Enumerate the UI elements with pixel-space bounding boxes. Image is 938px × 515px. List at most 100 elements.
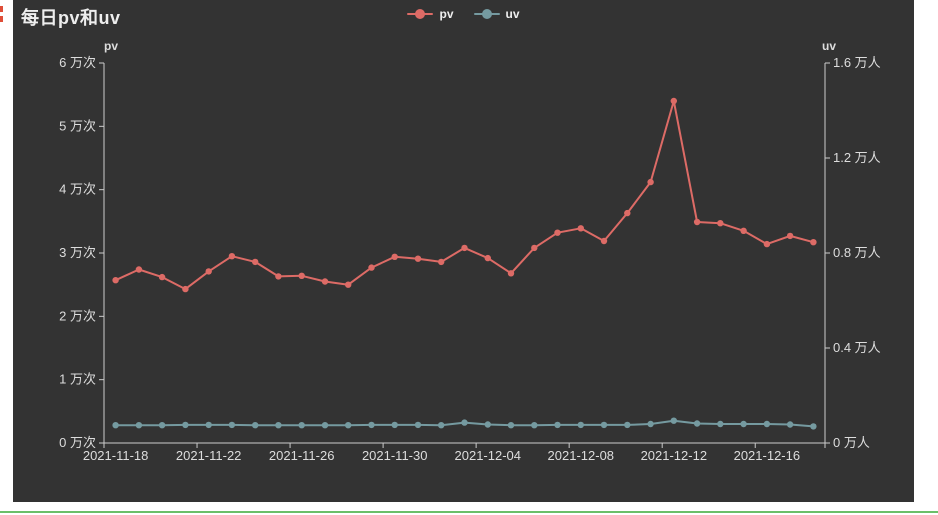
y-axis-right-label: 0.4 万人 [833,340,881,355]
pv-data-point[interactable] [298,272,305,279]
left-edge-accent-marks [0,6,4,26]
pv-data-point[interactable] [647,178,654,186]
y-axis-left-label: 1 万次 [59,372,96,387]
uv-data-point[interactable] [298,422,305,429]
pv-data-point[interactable] [205,268,212,275]
y-axis-right-label: 1.2 万人 [833,150,881,165]
pv-data-point[interactable] [182,285,189,293]
uv-data-point[interactable] [484,421,491,428]
pv-data-point[interactable] [577,225,584,232]
legend-label-uv: uv [505,7,520,21]
uv-data-point[interactable] [414,421,422,429]
uv-data-point[interactable] [717,420,724,428]
y-axis-right-label: 0.8 万人 [833,245,881,260]
pv-data-point[interactable] [810,239,817,246]
pv-data-point[interactable] [554,229,561,236]
uv-data-point[interactable] [368,421,375,429]
uv-data-point[interactable] [182,421,189,429]
uv-data-point[interactable] [531,422,538,429]
uv-data-point[interactable] [624,421,631,429]
accent-mark [0,16,3,22]
pv-data-point[interactable] [624,209,631,217]
x-axis-label: 2021-11-22 [176,448,242,463]
pv-data-point[interactable] [112,277,119,284]
pv-data-point[interactable] [135,266,143,273]
uv-data-point[interactable] [647,420,654,428]
legend-label-pv: pv [439,7,454,21]
pv-data-point[interactable] [763,240,771,248]
uv-data-point[interactable] [275,422,282,429]
uv-data-point[interactable] [158,422,166,429]
pv-data-point[interactable] [275,273,282,280]
uv-data-point[interactable] [810,423,817,430]
chart-panel: 0 万次 1 万次 2 万次 3 万次 4 万次 5 万次 6 万次 0 万人 0.4 万人 0.… [13,0,914,502]
pv-data-point[interactable] [531,244,538,252]
line-chart: 0 万次 1 万次 2 万次 3 万次 4 万次 5 万次 6 万次 0 万人 0.4 万人 0.… [59,39,881,463]
pv-data-point[interactable] [414,255,422,262]
uv-data-point[interactable] [205,421,212,429]
y-axis-left-label: 3 万次 [59,245,96,260]
x-axis-label: 2021-12-04 [455,448,522,463]
y-axis-left-label: 6 万次 [59,55,96,70]
pv-data-point[interactable] [786,232,794,240]
pv-data-point[interactable] [670,97,677,105]
pv-data-point[interactable] [252,258,259,266]
chart-title: 每日pv和uv [21,8,121,28]
y-axis-right-label: 1.6 万人 [833,55,881,70]
x-axis-label: 2021-11-26 [269,448,335,463]
y-axis-right-name: uv [822,39,836,53]
pv-data-point[interactable] [740,227,747,234]
pv-data-point[interactable] [228,253,236,260]
pv-data-point[interactable] [321,278,329,285]
x-axis-label: 2021-11-18 [83,448,149,463]
uv-data-point[interactable] [600,421,608,429]
uv-data-point[interactable] [112,422,119,429]
x-axis-label: 2021-12-12 [641,448,708,463]
uv-data-point[interactable] [670,417,677,424]
uv-series-marker-icon [473,8,500,20]
uv-data-point[interactable] [252,422,259,429]
x-axis-label: 2021-12-08 [548,448,615,463]
pv-data-point[interactable] [391,253,398,260]
uv-data-point[interactable] [135,422,143,429]
uv-data-point[interactable] [321,422,329,429]
uv-data-point[interactable] [786,421,794,428]
uv-data-point[interactable] [577,421,584,429]
uv-data-point[interactable] [507,422,515,429]
y-axis-left-label: 5 万次 [59,118,96,133]
pv-data-point[interactable] [600,237,608,245]
pv-data-point[interactable] [368,264,375,271]
y-axis-left-label: 4 万次 [59,182,96,197]
uv-data-point[interactable] [554,421,561,429]
accent-mark [0,6,3,12]
pv-data-point[interactable] [693,218,701,226]
uv-data-point[interactable] [740,420,747,428]
uv-data-point[interactable] [391,421,398,429]
legend-item-uv[interactable]: uv [473,7,520,21]
x-axis-label: 2021-12-16 [734,448,801,463]
y-axis-left-label: 0 万次 [59,435,96,450]
bottom-divider-line [0,511,938,513]
uv-data-point[interactable] [693,420,701,427]
pv-data-point[interactable] [717,220,724,227]
pv-series-marker-icon [407,8,434,20]
pv-data-point[interactable] [461,244,468,252]
uv-data-point[interactable] [438,422,445,429]
legend-item-pv[interactable]: pv [407,7,454,21]
uv-data-point[interactable] [461,419,468,426]
y-axis-right-label: 0 万人 [833,435,870,450]
uv-data-point[interactable] [345,422,352,429]
pv-data-point[interactable] [158,273,166,281]
chart-legend: pv uv [13,7,914,21]
pv-data-point[interactable] [507,270,515,277]
x-axis-label: 2021-11-30 [362,448,428,463]
pv-data-point[interactable] [484,254,491,262]
y-axis-left-name: pv [104,39,118,53]
y-axis-left-label: 2 万次 [59,308,96,323]
uv-data-point[interactable] [763,420,771,428]
pv-data-point[interactable] [345,281,352,288]
pv-line-series [115,100,814,291]
pv-data-point[interactable] [438,258,445,266]
uv-data-point[interactable] [228,421,236,429]
